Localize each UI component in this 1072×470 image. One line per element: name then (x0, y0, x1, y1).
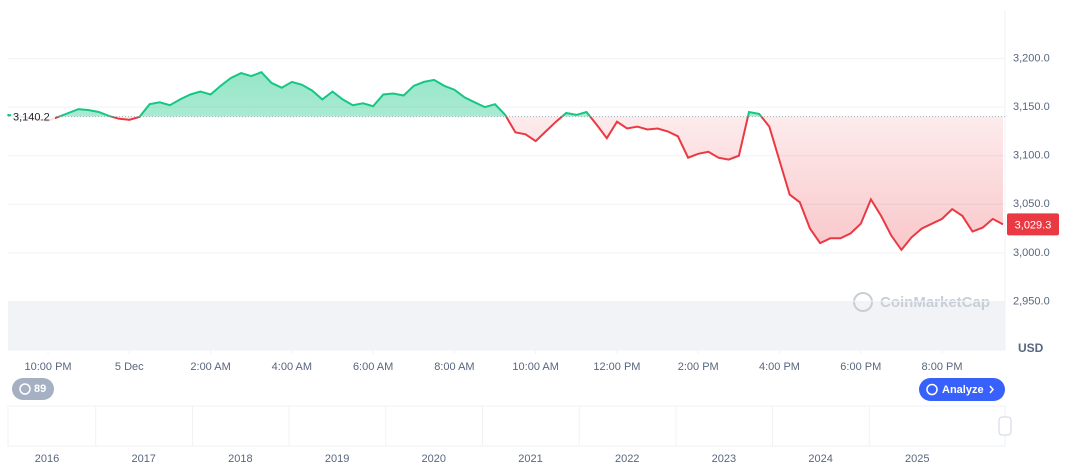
y-tick-label: 2,950.0 (1013, 295, 1050, 307)
analyze-chevron (989, 385, 994, 394)
last-price-bg (1007, 213, 1059, 236)
navigator-year: 2023 (712, 453, 736, 465)
y-tick-label: 3,100.0 (1013, 150, 1050, 162)
currency-label: USD (1018, 341, 1044, 355)
navigator-year: 2017 (131, 453, 155, 465)
price-line-down (15, 116, 1004, 252)
navigator-year: 2019 (325, 453, 349, 465)
area-down (7, 116, 1003, 250)
y-tick-label: 3,150.0 (1013, 101, 1050, 113)
navigator-year: 2024 (808, 453, 832, 465)
y-tick-label: 3,000.0 (1013, 247, 1050, 259)
navigator-year: 2022 (615, 453, 639, 465)
baseline-label-bg (11, 108, 55, 125)
navigator-year: 2025 (905, 453, 929, 465)
navigator (7, 405, 1012, 447)
x-tick-label: 6:00 AM (353, 361, 393, 373)
x-tick-label: 6:00 PM (840, 361, 881, 373)
navigator-year: 2018 (228, 453, 252, 465)
navigator-handle[interactable] (998, 416, 1012, 436)
badge-bg (12, 378, 54, 400)
badge-icon (19, 383, 31, 395)
last-price-label: 3,029.3 (1015, 219, 1052, 231)
price-line-up (7, 71, 763, 117)
watermark-logo (853, 292, 873, 312)
analyze-text: Analyze (942, 384, 984, 396)
x-tick-label: 4:00 PM (759, 361, 800, 373)
x-tick-label: 2:00 AM (190, 361, 230, 373)
x-tick-label: 8:00 AM (434, 361, 474, 373)
x-tick-label: 10:00 AM (512, 361, 558, 373)
navigator-year: 2021 (518, 453, 542, 465)
volume-band (8, 302, 1005, 350)
range-badge[interactable]: 89 (12, 378, 54, 400)
y-tick-label: 3,050.0 (1013, 198, 1050, 210)
x-tick-label: 8:00 PM (922, 361, 963, 373)
badge-count: 89 (34, 383, 46, 395)
x-tick-label: 2:00 PM (678, 361, 719, 373)
watermark: CoinMarketCap (853, 292, 990, 312)
x-tick-label: 5 Dec (115, 361, 144, 373)
navigator-year: 2016 (35, 453, 59, 465)
y-tick-label: 3,200.0 (1013, 52, 1050, 64)
x-tick-label: 12:00 PM (593, 361, 640, 373)
navigator-year: 2020 (422, 453, 446, 465)
watermark-text: CoinMarketCap (880, 294, 990, 311)
x-tick-label: 4:00 AM (272, 361, 312, 373)
baseline-label: 3,140.2 (13, 112, 50, 124)
analyze-bg (919, 378, 1005, 401)
navigator-frame (7, 405, 1006, 447)
analyze-icon (926, 383, 938, 396)
analyze-button[interactable]: Analyze (919, 378, 1005, 401)
x-tick-label: 10:00 PM (24, 361, 71, 373)
